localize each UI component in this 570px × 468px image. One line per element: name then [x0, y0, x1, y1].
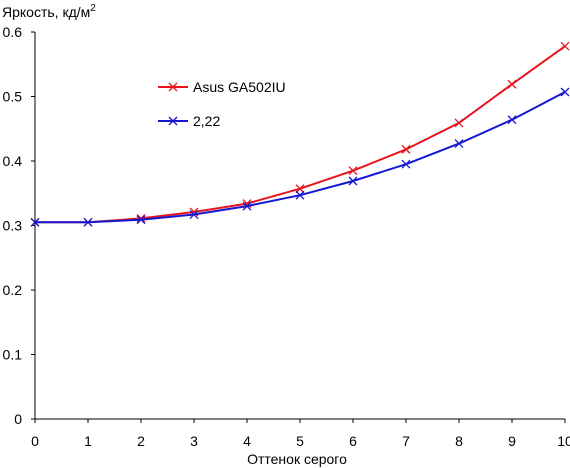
x-tick-label: 5 — [296, 433, 304, 449]
series-layer — [30, 41, 570, 227]
x-axis-title: Оттенок серого — [247, 451, 347, 467]
data-point-marker — [136, 213, 146, 223]
data-point-marker — [401, 159, 411, 169]
data-point-marker — [507, 79, 517, 89]
data-point-marker — [136, 215, 146, 225]
y-tick-label: 0.2 — [3, 282, 23, 298]
legend-label: Asus GA502IU — [193, 79, 286, 95]
x-tick-label: 1 — [84, 433, 92, 449]
x-tick-label: 10 — [557, 433, 570, 449]
data-point-marker — [83, 217, 93, 227]
series-line — [35, 91, 566, 224]
y-tick-label: 0.5 — [3, 89, 23, 105]
data-point-marker — [295, 184, 305, 194]
data-point-marker — [30, 217, 40, 227]
data-point-marker — [348, 166, 358, 176]
x-tick-label: 9 — [508, 433, 516, 449]
legend-swatch-marker — [168, 116, 178, 126]
y-axis-title-superscript: 2 — [90, 3, 96, 14]
x-tick-label: 7 — [402, 433, 410, 449]
data-point-marker — [295, 190, 305, 200]
legend: Asus GA502IU 2,22 — [158, 79, 286, 129]
legend-item-2: 2,22 — [158, 113, 220, 129]
y-tick-label: 0 — [14, 411, 22, 427]
y-tick-label: 0.3 — [3, 218, 23, 234]
legend-swatch-marker — [168, 82, 178, 92]
data-point-marker — [401, 144, 411, 154]
series-1 — [30, 41, 570, 227]
legend-item-1: Asus GA502IU — [158, 79, 286, 95]
data-point-marker — [507, 115, 517, 125]
data-point-marker — [454, 118, 464, 128]
x-tick-label: 3 — [190, 433, 198, 449]
data-point-marker — [454, 139, 464, 149]
data-point-marker — [242, 201, 252, 211]
y-tick-label: 0.6 — [3, 24, 23, 40]
data-point-marker — [348, 176, 358, 186]
data-point-marker — [560, 41, 570, 51]
y-axis-title: Яркость, кд/м2 — [2, 3, 96, 20]
x-tick-label: 0 — [31, 433, 39, 449]
x-tick-label: 4 — [243, 433, 251, 449]
data-point-marker — [189, 210, 199, 219]
y-tick-label: 0.4 — [3, 153, 23, 169]
legend-label: 2,22 — [193, 113, 220, 129]
series-2 — [30, 87, 570, 227]
axes: 0 1 2 3 4 5 6 7 8 9 10 0 0.1 0.2 0.3 0.4 0.5 0.6 — [3, 24, 570, 449]
data-point-marker — [560, 87, 570, 97]
y-tick-label: 0.1 — [3, 347, 23, 363]
x-tick-label: 2 — [137, 433, 145, 449]
x-tick-label: 8 — [455, 433, 463, 449]
x-tick-label: 6 — [349, 433, 357, 449]
